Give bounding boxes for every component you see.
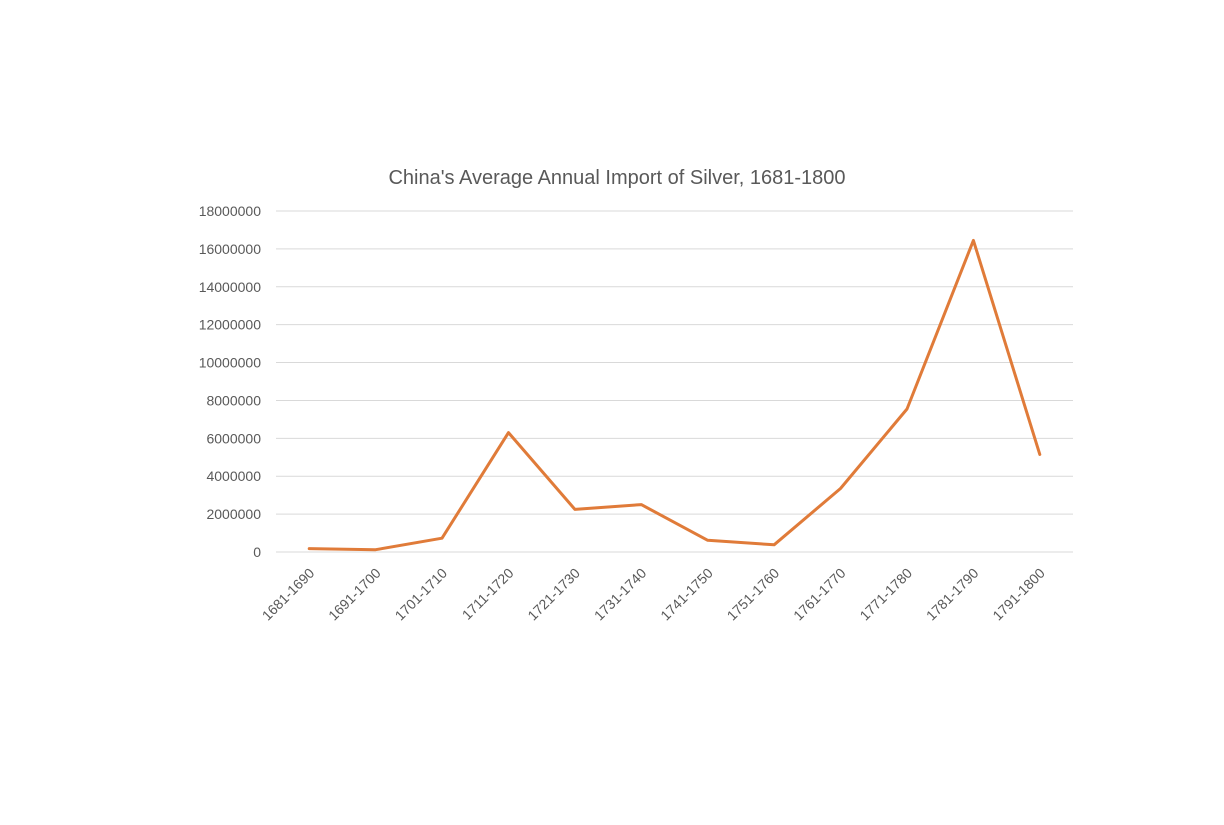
y-axis-ticks: 0 2000000 4000000 6000000 8000000 10000000 120… (199, 203, 262, 560)
y-tick-label: 6000000 (206, 430, 261, 446)
y-tick-label: 16000000 (199, 241, 262, 257)
y-tick-label: 2000000 (206, 506, 261, 522)
y-tick-label: 10000000 (199, 355, 262, 371)
series-line (307, 238, 1042, 552)
y-tick-label: 18000000 (199, 203, 262, 219)
x-tick-label: 1781-1790 (923, 565, 982, 624)
y-tick-label: 14000000 (199, 279, 262, 295)
x-tick-label: 1681-1690 (259, 565, 318, 624)
y-tick-label: 0 (253, 544, 261, 560)
x-tick-label: 1791-1800 (989, 565, 1048, 624)
x-tick-label: 1771-1780 (856, 565, 915, 624)
gridlines (276, 210, 1073, 553)
x-tick-label: 1751-1760 (724, 565, 783, 624)
chart-title: China's Average Annual Import of Silver,… (388, 167, 845, 189)
y-tick-label: 4000000 (206, 468, 261, 484)
x-tick-label: 1701-1710 (392, 565, 451, 624)
x-tick-label: 1711-1720 (459, 565, 517, 623)
x-tick-label: 1721-1730 (524, 565, 583, 624)
x-tick-label: 1741-1750 (657, 565, 716, 624)
y-tick-label: 8000000 (206, 392, 261, 408)
series-layer (307, 238, 1042, 552)
x-tick-label: 1691-1700 (325, 565, 384, 624)
x-axis-ticks: 1681-1690 1691-1700 1701-1710 1711-1720 1721… (259, 565, 1048, 624)
y-tick-label: 12000000 (199, 317, 262, 333)
x-tick-label: 1761-1770 (790, 565, 849, 624)
x-tick-label: 1731-1740 (591, 565, 650, 624)
